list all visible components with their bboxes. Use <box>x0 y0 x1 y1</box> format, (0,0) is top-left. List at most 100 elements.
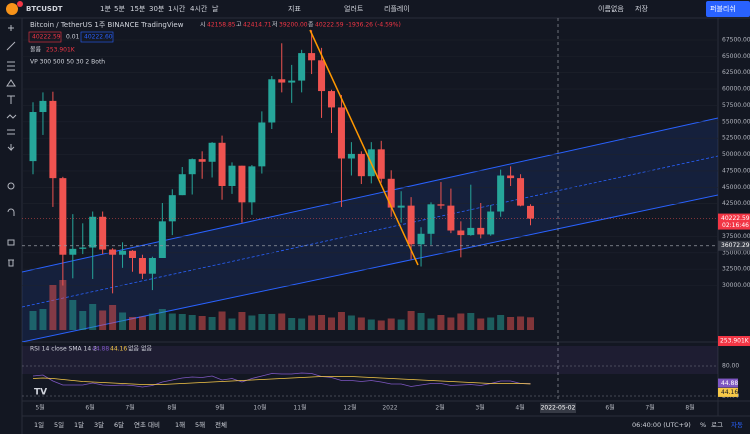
volume-bar <box>318 315 326 330</box>
volume-bar <box>457 313 465 330</box>
symbol-icon[interactable] <box>6 3 18 15</box>
range-button[interactable]: 6달 <box>114 421 124 429</box>
tool-text[interactable] <box>7 95 15 104</box>
y-tick-label: 45000.00 <box>722 184 750 191</box>
volume-bar <box>487 317 495 330</box>
candle-body <box>527 205 534 219</box>
replay-button[interactable]: 리플레이 <box>384 4 410 13</box>
candle-body <box>148 258 156 274</box>
channel-upper[interactable] <box>22 117 718 273</box>
layout-name[interactable]: 이름없음 <box>598 4 624 13</box>
clock: 06:40:00 (UTC+9) <box>632 421 691 429</box>
candle-body <box>308 53 316 61</box>
volume-bar <box>138 316 146 330</box>
candle-body <box>29 112 37 162</box>
interval-button[interactable]: 5분 <box>114 5 125 13</box>
volume-bar <box>59 280 67 330</box>
auto-button[interactable]: 자동 <box>731 420 743 429</box>
log-button[interactable]: 로그 <box>711 421 723 429</box>
percent-button[interactable]: % <box>700 421 706 429</box>
candle-body <box>258 122 266 167</box>
rsi-band <box>22 346 718 374</box>
range-button[interactable]: 5일 <box>54 420 64 429</box>
change: -1936.26 (-4.59%) <box>346 22 401 29</box>
volume-bar <box>437 315 445 330</box>
volume-bar <box>29 311 37 330</box>
vp-legend: VP 300 500 50 30 2 Both <box>30 59 105 66</box>
candle-body <box>288 80 296 83</box>
interval-button[interactable]: 날 <box>212 4 219 13</box>
range-button[interactable]: 1달 <box>74 421 84 429</box>
y-tick-label: 55000.00 <box>722 118 750 125</box>
publish-box[interactable] <box>706 1 750 17</box>
candle-body <box>198 159 206 162</box>
interval-button[interactable]: 1분 <box>100 5 111 13</box>
save-button[interactable]: 저장 <box>635 4 648 13</box>
ask-box[interactable] <box>80 31 114 43</box>
range-button[interactable]: 3달 <box>94 421 104 429</box>
rsi-tick-label: 80.00 <box>722 363 739 370</box>
candle-body <box>129 250 136 259</box>
tool-zoom[interactable] <box>7 182 15 190</box>
rsi-ma-value: 44.16 <box>721 389 738 396</box>
candle-body <box>59 178 67 255</box>
tool-trash[interactable] <box>8 259 14 267</box>
channel-middle[interactable] <box>22 155 718 308</box>
rsi-legend-value: 44.88 <box>92 346 109 353</box>
candle-body <box>298 53 306 81</box>
candle-body <box>238 165 246 203</box>
crosshair-price-box <box>718 240 750 251</box>
range-button[interactable]: 5해 <box>195 420 205 429</box>
tool-crosshair[interactable] <box>8 25 14 31</box>
trend-line[interactable] <box>309 29 419 266</box>
publish-button[interactable]: 퍼블리쉬 <box>710 4 736 13</box>
candle-body <box>188 159 196 175</box>
range-button[interactable]: 1일 <box>34 420 44 429</box>
volume-bar <box>308 315 316 330</box>
ask[interactable]: 40222.60 <box>84 34 113 41</box>
bid[interactable]: 40222.59 <box>32 34 61 41</box>
tool-arrow[interactable] <box>7 144 15 152</box>
volume-bar <box>178 314 186 330</box>
interval-button[interactable]: 4시간 <box>190 4 208 13</box>
volume-bar <box>148 313 156 330</box>
tool-fib[interactable] <box>7 61 15 71</box>
volume-bar <box>377 320 385 330</box>
volume-bar <box>298 318 306 330</box>
y-tick-label: 32500.00 <box>722 266 750 273</box>
volume-name: 볼륨 <box>30 47 42 54</box>
tool-pattern[interactable] <box>6 79 16 87</box>
volume-bar <box>467 313 475 330</box>
volume-bar <box>99 310 107 330</box>
indicators-button[interactable]: 지표 <box>288 4 301 13</box>
channel-lower[interactable] <box>22 194 718 342</box>
x-tick-label: 9월 <box>215 404 224 412</box>
interval-button[interactable]: 1시간 <box>168 4 186 13</box>
y-tick-label: 50000.00 <box>722 151 750 158</box>
candle-body <box>447 205 455 231</box>
tool-shapes[interactable] <box>6 114 17 119</box>
range-button[interactable]: 1해 <box>175 420 185 429</box>
candle-body <box>89 216 97 248</box>
candle-body <box>49 100 57 179</box>
tool-trendline[interactable] <box>6 41 16 51</box>
rsi-value: 44.88 <box>721 380 738 387</box>
volume-bar <box>527 317 534 330</box>
volume-bar <box>49 285 57 330</box>
x-tick-label: 2022 <box>382 405 397 412</box>
volume-bar <box>39 309 47 330</box>
tool-ruler[interactable] <box>7 129 15 135</box>
tool-magnet[interactable] <box>7 208 15 216</box>
rsi-line <box>32 372 531 388</box>
range-button[interactable]: 연초 대비 <box>134 420 160 429</box>
bid-box[interactable] <box>28 31 62 43</box>
interval-button[interactable]: 15분 <box>130 5 146 13</box>
interval-button[interactable]: 30분 <box>149 5 165 13</box>
alert-button[interactable]: 얼러트 <box>344 4 364 13</box>
range-button[interactable]: 전체 <box>215 420 227 429</box>
tool-lock[interactable] <box>7 239 15 246</box>
time-axis: 5월 6월 7월 8월 9월 10월 11월 12월 2022 2월 3월 4월 6월 7월 8월 2022-… <box>35 403 695 413</box>
symbol[interactable]: BTCUSDT <box>26 5 63 13</box>
top-toolbar <box>0 0 750 18</box>
volume-bar <box>477 318 485 330</box>
